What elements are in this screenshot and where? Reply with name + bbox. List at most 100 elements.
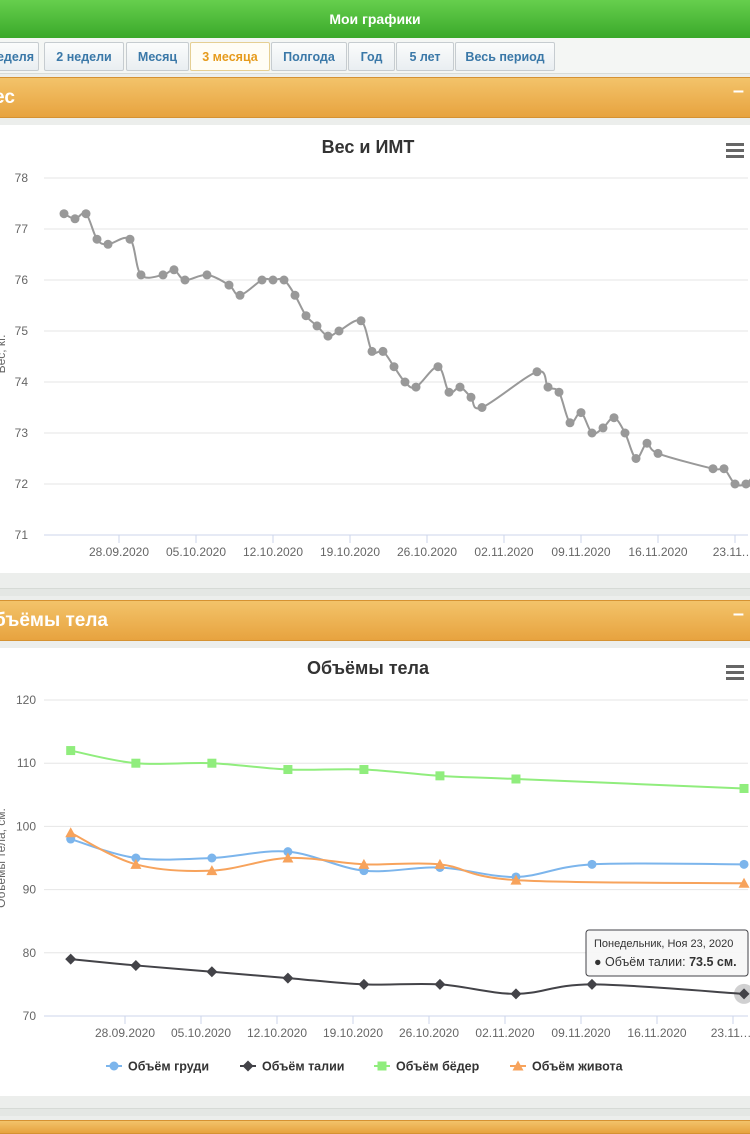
data-point[interactable]	[206, 966, 217, 977]
data-point[interactable]	[358, 979, 369, 990]
data-point[interactable]	[236, 291, 245, 300]
data-point[interactable]	[335, 327, 344, 336]
data-point[interactable]	[478, 403, 487, 412]
data-point[interactable]	[181, 276, 190, 285]
data-point[interactable]	[291, 291, 300, 300]
data-point[interactable]	[280, 276, 289, 285]
data-point[interactable]	[390, 362, 399, 371]
collapse-icon[interactable]: –	[733, 603, 744, 626]
data-point[interactable]	[60, 209, 69, 218]
legend-item[interactable]: Объём талии	[240, 1060, 344, 1074]
data-point[interactable]	[654, 449, 663, 458]
data-point[interactable]	[720, 464, 729, 473]
data-point[interactable]	[359, 765, 368, 774]
hamburger-menu-icon[interactable]	[726, 143, 744, 158]
data-point[interactable]	[566, 418, 575, 427]
data-point[interactable]	[282, 973, 293, 984]
data-point[interactable]	[599, 423, 608, 432]
tab-week[interactable]: еделя	[0, 42, 39, 71]
legend-item[interactable]: Объём груди	[106, 1060, 209, 1074]
data-point[interactable]	[258, 276, 267, 285]
data-point[interactable]	[445, 388, 454, 397]
data-point[interactable]	[577, 408, 586, 417]
data-point[interactable]	[159, 270, 168, 279]
y-tick-label: 110	[17, 756, 36, 770]
data-point[interactable]	[467, 393, 476, 402]
tab-2-weeks[interactable]: 2 недели	[44, 42, 124, 71]
data-point[interactable]	[130, 960, 141, 971]
data-point[interactable]	[740, 784, 749, 793]
x-tick-label: 09.11.2020	[551, 1026, 610, 1040]
data-point[interactable]	[82, 209, 91, 218]
data-point[interactable]	[71, 214, 80, 223]
data-point[interactable]	[93, 235, 102, 244]
data-point[interactable]	[587, 860, 596, 869]
y-tick-label: 90	[23, 883, 37, 897]
data-point[interactable]	[434, 979, 445, 990]
x-tick-label: 12.10.2020	[243, 545, 303, 559]
data-point[interactable]	[533, 367, 542, 376]
legend-item[interactable]: Объём живота	[510, 1060, 624, 1074]
data-point[interactable]	[65, 954, 76, 965]
y-axis-label: Вес, кг.	[0, 335, 8, 374]
data-point[interactable]	[709, 464, 718, 473]
data-point[interactable]	[357, 316, 366, 325]
data-point[interactable]	[104, 240, 113, 249]
y-tick-label: 71	[15, 528, 29, 542]
tab-month[interactable]: Месяц	[126, 42, 189, 71]
tab-half-year[interactable]: Полгода	[271, 42, 347, 71]
data-point[interactable]	[632, 454, 641, 463]
y-tick-label: 76	[15, 273, 29, 287]
tooltip-value: 73.5 см.	[689, 955, 736, 969]
data-point[interactable]	[510, 988, 521, 999]
x-tick-label: 26.10.2020	[397, 545, 457, 559]
data-point[interactable]	[313, 321, 322, 330]
data-point[interactable]	[269, 276, 278, 285]
data-point[interactable]	[302, 311, 311, 320]
data-point[interactable]	[610, 413, 619, 422]
data-point[interactable]	[742, 480, 750, 489]
data-point[interactable]	[401, 378, 410, 387]
tab-3-months[interactable]: 3 месяца	[190, 42, 270, 71]
data-point[interactable]	[66, 746, 75, 755]
data-point[interactable]	[225, 281, 234, 290]
data-point[interactable]	[586, 979, 597, 990]
data-point[interactable]	[588, 429, 597, 438]
tab-all-time[interactable]: Весь период	[455, 42, 555, 71]
data-point[interactable]	[324, 332, 333, 341]
series-line	[71, 833, 744, 884]
chart-title: Объёмы тела	[307, 658, 430, 678]
data-point[interactable]	[434, 362, 443, 371]
data-point[interactable]	[731, 480, 740, 489]
data-point[interactable]	[137, 270, 146, 279]
y-tick-label: 77	[15, 222, 29, 236]
data-point[interactable]	[740, 860, 749, 869]
hamburger-menu-icon[interactable]	[726, 665, 744, 680]
tab-5-years[interactable]: 5 лет	[396, 42, 454, 71]
data-point[interactable]	[131, 759, 140, 768]
data-point[interactable]	[126, 235, 135, 244]
data-point[interactable]	[207, 759, 216, 768]
tab-year[interactable]: Год	[348, 42, 395, 71]
legend-item[interactable]: Объём бёдер	[374, 1060, 480, 1074]
data-point[interactable]	[544, 383, 553, 392]
data-point[interactable]	[65, 827, 76, 837]
data-point[interactable]	[643, 439, 652, 448]
data-point[interactable]	[435, 771, 444, 780]
data-point[interactable]	[621, 429, 630, 438]
data-point[interactable]	[555, 388, 564, 397]
data-point[interactable]	[456, 383, 465, 392]
data-point[interactable]	[203, 270, 212, 279]
x-tick-label: 02.11.2020	[474, 545, 533, 559]
data-point[interactable]	[412, 383, 421, 392]
data-point[interactable]	[207, 854, 216, 863]
data-point[interactable]	[379, 347, 388, 356]
series-2	[66, 746, 748, 793]
data-point[interactable]	[368, 347, 377, 356]
collapse-icon[interactable]: –	[733, 80, 744, 103]
weight-section-header[interactable]: ес –	[0, 77, 750, 118]
data-point[interactable]	[283, 765, 292, 774]
volumes-section-header[interactable]: бъёмы тела –	[0, 600, 750, 641]
data-point[interactable]	[511, 775, 520, 784]
data-point[interactable]	[170, 265, 179, 274]
